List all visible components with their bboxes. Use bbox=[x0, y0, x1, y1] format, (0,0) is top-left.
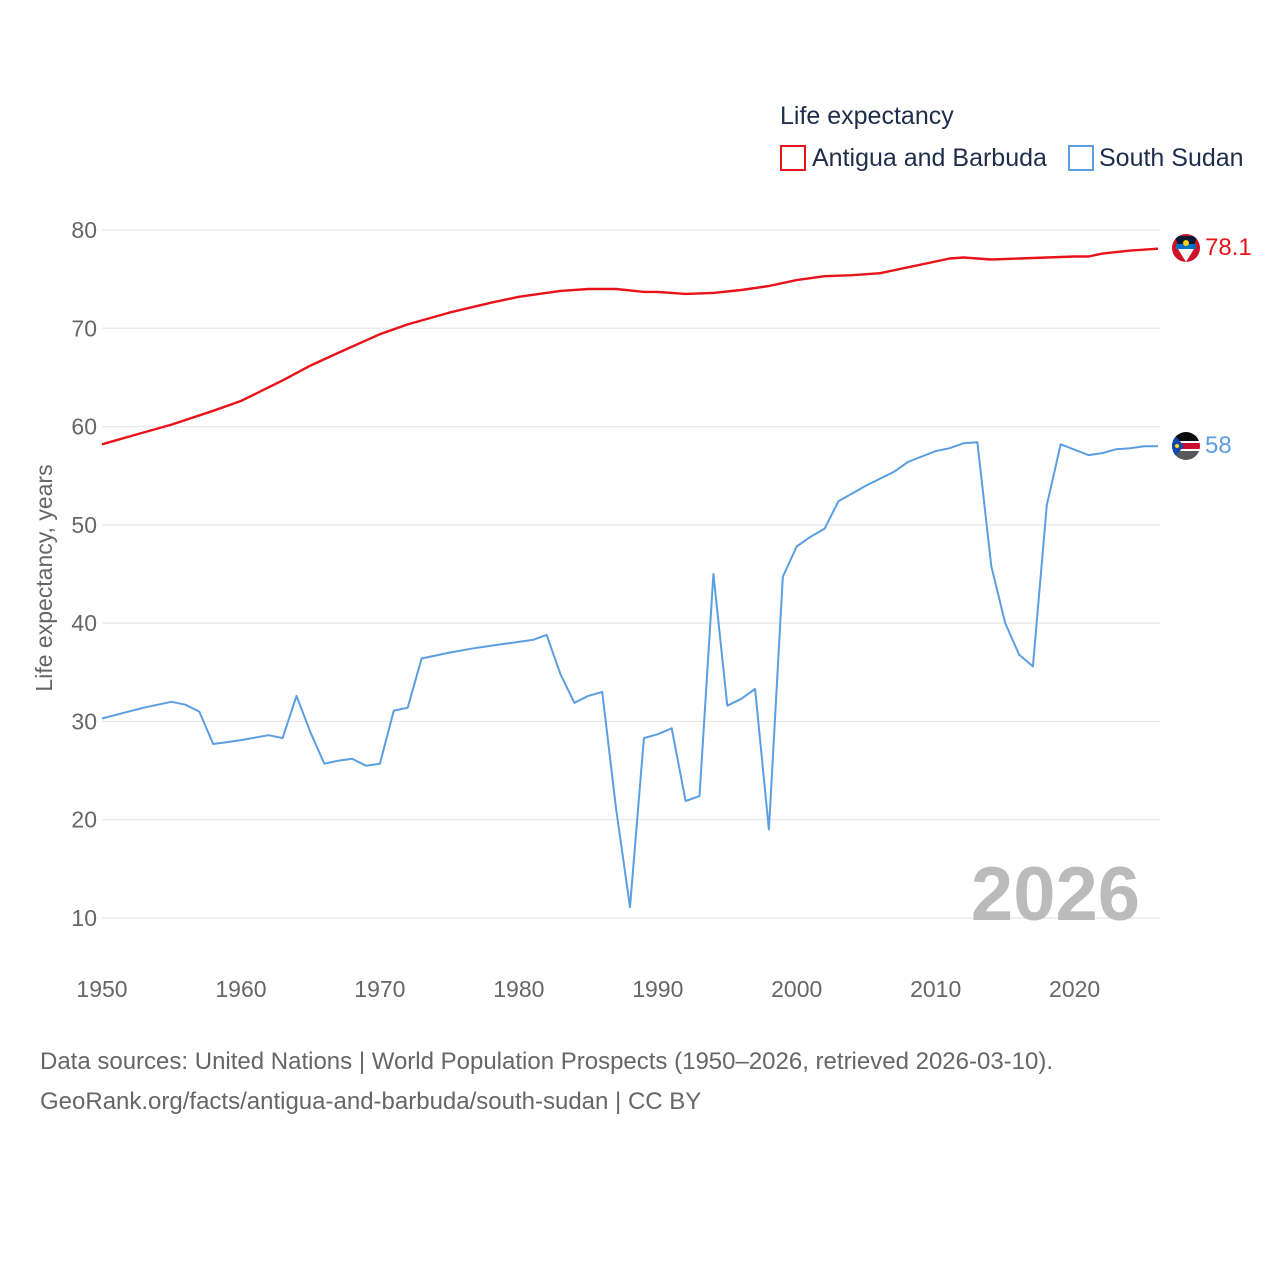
y-axis-ticks: 10 20 30 40 50 60 70 80 bbox=[71, 217, 97, 931]
y-tick-label: 80 bbox=[71, 217, 97, 243]
x-tick-label: 2010 bbox=[910, 976, 961, 1002]
x-tick-label: 2020 bbox=[1049, 976, 1100, 1002]
source-line-1: Data sources: United Nations | World Pop… bbox=[40, 1048, 1054, 1075]
x-tick-label: 1950 bbox=[76, 976, 127, 1002]
y-tick-label: 40 bbox=[71, 610, 97, 636]
line-chart: 10 20 30 40 50 60 70 80 1950 1960 1970 1980 1990 200… bbox=[31, 102, 1252, 1002]
grid-lines bbox=[102, 229, 1160, 919]
south-sudan-flag-icon bbox=[1172, 432, 1200, 460]
legend-item-antigua[interactable]: Antigua and Barbuda bbox=[780, 144, 1047, 172]
x-tick-label: 1970 bbox=[354, 976, 405, 1002]
x-tick-label: 1960 bbox=[215, 976, 266, 1002]
legend-item-south-sudan[interactable]: South Sudan bbox=[1068, 144, 1244, 172]
end-label-south-sudan: 58 bbox=[1205, 432, 1232, 459]
series-line-south-sudan[interactable] bbox=[101, 441, 1158, 909]
x-axis-ticks: 1950 1960 1970 1980 1990 2000 2010 2020 bbox=[76, 976, 1100, 1002]
y-tick-label: 20 bbox=[71, 807, 97, 833]
source-link[interactable]: GeoRank.org/facts/antigua-and-barbuda/so… bbox=[40, 1088, 702, 1115]
series-line-antigua-and-barbuda[interactable] bbox=[101, 247, 1159, 446]
legend-swatch-antigua bbox=[780, 145, 806, 171]
legend: Life expectancy Antigua and Barbuda Sout… bbox=[780, 102, 1244, 172]
year-stamp: 2026 bbox=[971, 852, 1140, 937]
y-tick-label: 50 bbox=[71, 512, 97, 538]
series-lines bbox=[101, 247, 1159, 909]
legend-label-antigua: Antigua and Barbuda bbox=[812, 144, 1047, 172]
y-tick-label: 10 bbox=[71, 905, 97, 931]
legend-title: Life expectancy bbox=[780, 102, 954, 130]
end-label-antigua: 78.1 bbox=[1205, 234, 1252, 261]
antigua-flag-icon bbox=[1172, 234, 1200, 262]
legend-swatch-south-sudan bbox=[1068, 145, 1094, 171]
y-tick-label: 30 bbox=[71, 708, 97, 734]
x-tick-label: 1990 bbox=[632, 976, 683, 1002]
y-tick-label: 70 bbox=[71, 315, 97, 341]
y-axis-label: Life expectancy, years bbox=[31, 464, 57, 691]
data-source-note: Data sources: United Nations | World Pop… bbox=[40, 1042, 1053, 1122]
y-tick-label: 60 bbox=[71, 414, 97, 440]
x-tick-label: 2000 bbox=[771, 976, 822, 1002]
legend-label-south-sudan: South Sudan bbox=[1099, 144, 1244, 172]
x-tick-label: 1980 bbox=[493, 976, 544, 1002]
